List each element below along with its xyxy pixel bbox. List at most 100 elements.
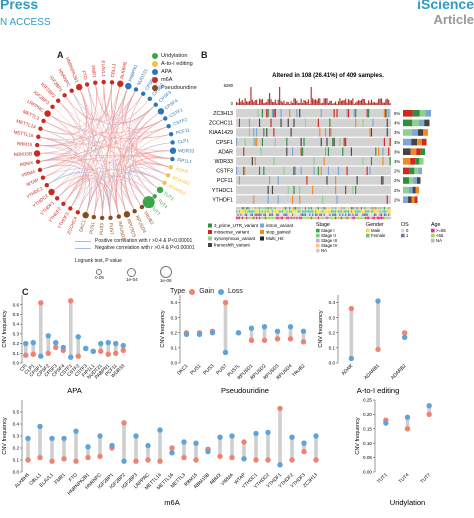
variant-swatch-icon <box>260 230 264 234</box>
y-tick-label: 0.2 <box>13 446 20 451</box>
gene-row-label: CSTF3 <box>216 169 233 175</box>
range-bar <box>86 446 90 458</box>
tmb-bar <box>270 99 272 105</box>
gene-mutation-bar <box>417 138 422 146</box>
clinical-track-cell <box>303 216 305 220</box>
clinical-track-cell <box>319 210 321 213</box>
variant-swatch-icon <box>208 243 212 247</box>
clinical-track-cell <box>342 207 344 210</box>
mutation-cell <box>335 176 337 185</box>
mutation-cell <box>299 185 301 195</box>
mutation-cell <box>256 128 258 137</box>
gain-point <box>265 457 271 463</box>
clinical-track-cell <box>342 213 344 216</box>
mutation-cell <box>274 109 276 118</box>
range-bar <box>98 343 103 352</box>
clinical-track-cell <box>379 216 381 220</box>
clinical-track-cell <box>293 207 295 210</box>
gene-node <box>108 215 113 220</box>
loss-point <box>241 456 247 462</box>
gene-mutation-bar <box>419 110 426 117</box>
mutation-cell <box>244 137 246 147</box>
clinical-track-cell <box>372 216 374 220</box>
loss-point <box>90 348 96 355</box>
gene-mutation-bar <box>403 186 409 194</box>
loss-point <box>375 298 381 304</box>
clinical-track-cell <box>258 216 261 220</box>
tmb-bar <box>339 98 341 105</box>
matrix-row-bg <box>236 195 391 204</box>
y-tick-label: 0.6 <box>13 302 20 307</box>
gene-node <box>75 210 80 215</box>
clinical-track-cell <box>352 213 354 216</box>
tmb-bar <box>263 103 265 105</box>
clinical-track-cell <box>254 216 256 220</box>
clinical-track-cell <box>365 213 367 216</box>
clinical-track-cell <box>271 213 274 216</box>
range-bar <box>50 438 54 462</box>
clinical-track-cell <box>290 210 292 213</box>
tmb-bar <box>353 103 355 105</box>
clinical-track-cell <box>246 213 248 216</box>
mutation-cell <box>330 128 332 137</box>
clinical-track-cell <box>260 216 262 220</box>
tmb-bar <box>368 100 370 105</box>
clinical-track-cell <box>368 216 370 220</box>
gain-point <box>30 351 36 357</box>
mutation-cell <box>346 109 348 118</box>
mutation-cell <box>352 185 354 195</box>
clinical-track-cell <box>323 207 325 210</box>
gain-point <box>38 300 44 306</box>
clinical-legend-label: NA <box>436 238 442 243</box>
mutation-cell <box>263 128 265 137</box>
clinical-track-cell <box>280 207 282 210</box>
tmb-bar <box>322 102 324 105</box>
clinical-track-cell <box>317 210 320 213</box>
tmb-bar <box>316 100 318 105</box>
clinical-track-cell <box>383 210 386 213</box>
tmb-bar <box>355 102 357 105</box>
gene-label: CSTF2 <box>172 117 188 127</box>
gene-node <box>152 194 157 199</box>
matrix-row-bg <box>236 109 391 118</box>
clinical-track-cell <box>294 210 297 213</box>
clinical-track-cell <box>287 213 289 216</box>
mutation-cell <box>273 109 275 118</box>
mutation-cell <box>254 157 256 166</box>
clinical-track-cell <box>297 213 299 216</box>
mutation-cell <box>290 128 292 137</box>
clinical-track-cell <box>345 210 347 213</box>
positive-edge <box>51 172 80 199</box>
clinical-track-cell <box>307 216 309 220</box>
range-bar <box>249 328 254 341</box>
gene-label: WTAP <box>26 177 40 187</box>
clinical-swatch-icon <box>316 248 320 253</box>
clinical-track-cell <box>269 216 271 220</box>
gene-mutation-bar <box>403 196 409 203</box>
tmb-bar <box>281 102 284 105</box>
tmb-bar <box>380 98 383 105</box>
clinical-track-cell <box>375 213 377 216</box>
range-bar <box>106 342 111 355</box>
gene-label: PABPN1 <box>128 63 139 82</box>
mutation-cell <box>289 109 291 118</box>
clinical-track-cell <box>369 210 371 213</box>
oncoprint-title: Altered in 108 (26.41%) of 409 samples. <box>272 73 384 79</box>
clinical-track-cell <box>281 210 284 213</box>
clinical-track-cell <box>379 210 381 213</box>
loss-point <box>23 340 29 347</box>
category-legend-label: m6A <box>161 77 173 83</box>
loss-point <box>287 324 294 330</box>
loss-point <box>222 349 229 356</box>
pvalue-circle-icon <box>159 266 172 278</box>
clinical-track-cell <box>310 216 312 220</box>
gene-node <box>157 108 165 115</box>
gene-label: METTL14 <box>16 118 37 129</box>
clinical-track-cell <box>277 210 279 213</box>
clinical-track-cell <box>382 213 384 216</box>
loss-point <box>289 434 295 440</box>
tmb-bar <box>274 99 276 105</box>
clinical-track-cell <box>332 210 334 213</box>
loss-point <box>45 333 51 339</box>
clinical-track-cell <box>320 216 322 220</box>
